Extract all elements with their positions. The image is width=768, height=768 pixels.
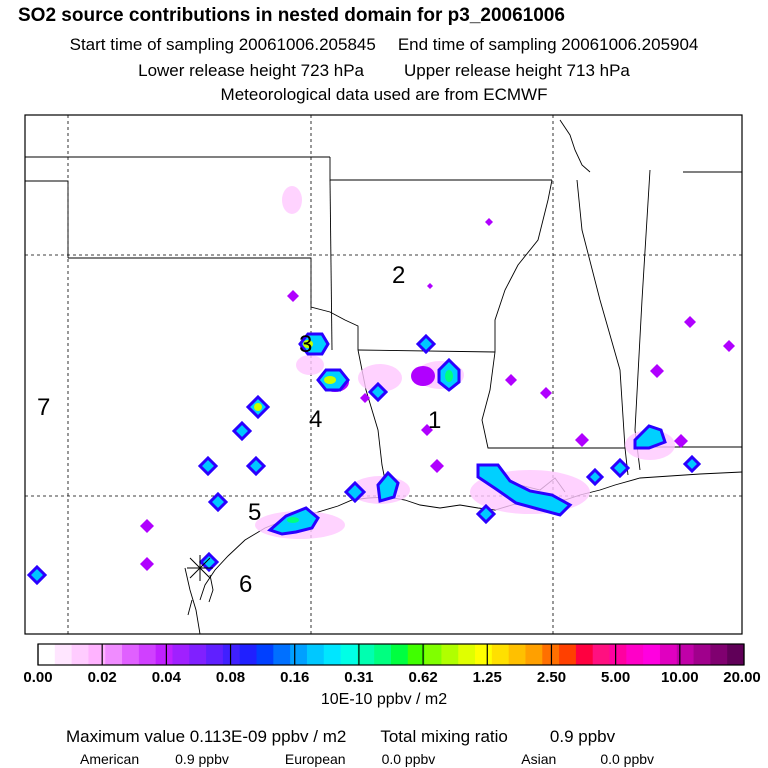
color-scale-cell	[575, 644, 594, 665]
color-scale-cell	[306, 644, 325, 665]
map-title: SO2 source contributions in nested domai…	[18, 5, 565, 26]
american-value: 0.9 ppbv	[175, 751, 229, 767]
color-scale-cell	[239, 644, 258, 665]
color-scale-tick-label: 0.02	[87, 669, 117, 686]
color-scale-cell	[273, 644, 291, 665]
region-label-6: 6	[239, 571, 252, 598]
color-scale-cell	[323, 644, 342, 665]
max-value: Maximum value 0.113E-09 ppbv / m2	[66, 727, 347, 746]
color-scale-cell	[290, 644, 308, 665]
european-label: European	[284, 751, 346, 767]
color-scale-tick-label: 0.16	[280, 669, 310, 686]
color-scale-cell	[609, 644, 627, 665]
color-scale-tick-label: 0.08	[215, 669, 246, 686]
color-scale-tick-label: 2.50	[536, 669, 567, 686]
color-scale-cell	[491, 644, 510, 665]
summary-line: Maximum value 0.113E-09 ppbv / m2 Total m…	[66, 728, 615, 745]
color-scale-tick-label: 0.04	[151, 669, 181, 686]
region-labels: 1 2 3 4 5 6 7	[37, 262, 441, 598]
color-scale-cell	[643, 644, 661, 665]
color-scale-cell	[424, 644, 442, 665]
color-scale-cell	[458, 644, 476, 665]
color-scale-cell	[222, 644, 241, 665]
color-scale-cell	[676, 644, 695, 665]
so2-plume-field	[26, 186, 735, 586]
end-time: End time of sampling 20061006.205904	[397, 35, 699, 54]
color-scale-cell	[626, 644, 644, 665]
region-label-2: 2	[392, 262, 405, 289]
color-scale-cell	[38, 644, 56, 665]
sampling-times: Start time of sampling 20061006.205845 En…	[0, 36, 768, 53]
color-scale-tick-label: 20.00	[723, 669, 761, 686]
color-scale-cell	[357, 644, 375, 665]
color-scale-cell	[441, 644, 459, 665]
region-label-1: 1	[428, 407, 441, 434]
color-scale-cell	[659, 644, 678, 665]
color-scale-cell	[693, 644, 711, 665]
color-scale-cell	[592, 644, 611, 665]
color-scale-tick-label: 0.00	[23, 669, 53, 686]
color-scale-unit: 10E-10 ppbv / m2	[320, 691, 448, 708]
color-scale-cell	[391, 644, 409, 665]
color-scale-cell	[206, 644, 224, 665]
color-scale-cell	[71, 644, 89, 665]
color-scale-cell	[54, 644, 73, 665]
color-scale-cell	[172, 644, 190, 665]
asian-label: Asian	[521, 751, 557, 767]
european-value: 0.0 ppbv	[381, 751, 436, 767]
region-label-3: 3	[299, 331, 312, 358]
color-scale-tick-label: 5.00	[601, 669, 631, 686]
color-scale-cell	[475, 644, 493, 665]
lower-release-height: Lower release height 723 hPa	[138, 61, 364, 80]
color-scale-cell	[256, 644, 274, 665]
release-heights: Lower release height 723 hPa Upper releas…	[0, 62, 768, 79]
color-scale-tick-label: 0.31	[344, 669, 374, 686]
color-scale-ticks	[37, 644, 745, 665]
color-scale-cells	[38, 644, 745, 665]
color-scale-cell	[727, 644, 745, 665]
color-scale-tick-label: 1.25	[472, 669, 502, 686]
color-scale-cell	[559, 644, 577, 665]
asian-value: 0.0 ppbv	[600, 751, 655, 767]
region-label-7: 7	[37, 394, 50, 421]
color-scale-cell	[88, 644, 106, 665]
color-scale-tick-label: 0.62	[408, 669, 438, 686]
american-label: American	[80, 751, 140, 767]
source-location-marker	[187, 555, 213, 581]
total-mixing-label: Total mixing ratio	[380, 727, 508, 746]
upper-release-height: Upper release height 713 hPa	[404, 61, 630, 80]
color-scale-cell	[122, 644, 140, 665]
region-label-5: 5	[248, 499, 261, 526]
color-scale-cell	[374, 644, 392, 665]
color-scale-cell	[105, 644, 123, 665]
color-scale-cell	[189, 644, 207, 665]
color-scale-cell	[407, 644, 426, 665]
color-scale-cell	[155, 644, 173, 665]
region-label-4: 4	[309, 406, 322, 433]
color-scale-cell	[340, 644, 358, 665]
color-scale-cell	[525, 644, 543, 665]
source-breakdown-line: American 0.9 ppbv European 0.0 ppbv Asian 0.0…	[80, 752, 654, 766]
met-data-source: Meteorological data used are from ECMWF	[220, 85, 548, 104]
map-panel: 1 2 3 4 5 6 7	[24, 114, 743, 635]
color-scale-cell	[710, 644, 728, 665]
start-time: Start time of sampling 20061006.205845	[69, 35, 376, 54]
color-scale-cell	[138, 644, 157, 665]
color-scale-tick-label: 10.00	[661, 669, 699, 686]
total-mixing-value: 0.9 ppbv	[549, 727, 616, 746]
color-scale-cell	[508, 644, 526, 665]
